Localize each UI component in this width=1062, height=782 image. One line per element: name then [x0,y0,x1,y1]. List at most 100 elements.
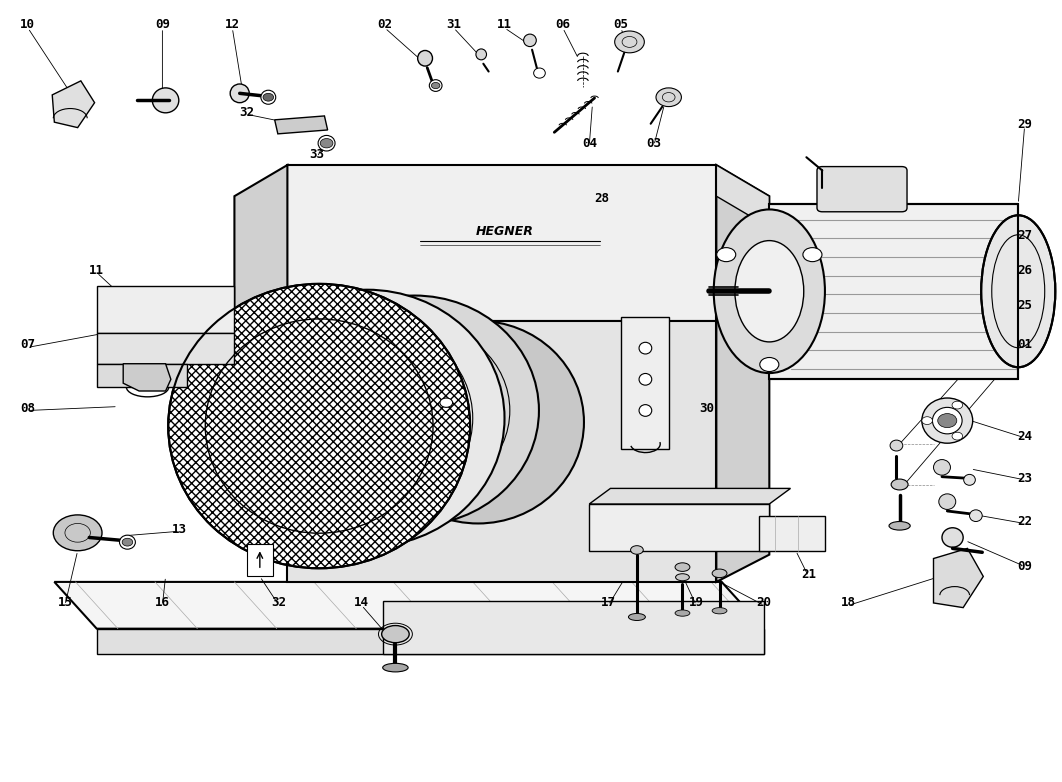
Polygon shape [717,165,769,228]
Text: 13: 13 [172,523,187,536]
Circle shape [803,248,822,262]
Ellipse shape [713,569,727,578]
Text: 20: 20 [756,597,771,609]
Text: 07: 07 [20,338,35,351]
Text: 18: 18 [841,597,856,609]
Text: 26: 26 [1017,264,1032,277]
Circle shape [938,414,957,428]
Ellipse shape [675,574,689,581]
Ellipse shape [629,613,646,620]
Bar [247,543,273,576]
FancyBboxPatch shape [817,167,907,212]
Ellipse shape [290,296,538,526]
Ellipse shape [970,510,982,522]
Text: HEGNER: HEGNER [476,224,533,238]
Text: 01: 01 [1017,338,1032,351]
Text: 22: 22 [1017,515,1032,529]
Ellipse shape [933,460,950,475]
Polygon shape [288,321,717,582]
Ellipse shape [230,84,250,102]
Polygon shape [717,165,769,582]
Text: 12: 12 [225,18,240,31]
Text: 06: 06 [555,18,570,31]
Ellipse shape [939,494,956,509]
Ellipse shape [890,440,903,451]
Ellipse shape [713,608,727,614]
Ellipse shape [639,374,652,386]
Ellipse shape [261,90,276,104]
Polygon shape [52,81,95,127]
Ellipse shape [168,284,470,569]
Circle shape [652,378,665,388]
Ellipse shape [381,626,409,643]
Polygon shape [621,317,669,450]
Circle shape [952,432,962,440]
Ellipse shape [639,404,652,416]
Text: 29: 29 [1017,118,1032,131]
Ellipse shape [714,210,825,373]
Ellipse shape [631,546,644,554]
Text: 09: 09 [155,18,170,31]
Text: 02: 02 [377,18,392,31]
Text: 10: 10 [20,18,35,31]
Circle shape [53,515,102,551]
Ellipse shape [891,479,908,490]
Text: 03: 03 [647,137,662,149]
Polygon shape [97,629,764,655]
Text: 17: 17 [601,597,616,609]
Ellipse shape [639,343,652,354]
Text: 16: 16 [155,597,170,609]
Polygon shape [769,204,1018,379]
Circle shape [431,82,440,88]
Ellipse shape [319,135,335,151]
Ellipse shape [735,241,804,342]
Ellipse shape [942,528,963,547]
Text: 25: 25 [1017,299,1032,312]
Ellipse shape [524,34,536,47]
Text: 23: 23 [1017,472,1032,485]
Circle shape [440,398,452,407]
Text: 33: 33 [309,148,325,160]
Ellipse shape [675,563,690,572]
Text: 21: 21 [801,568,816,580]
Circle shape [321,138,332,148]
Text: 11: 11 [89,264,104,277]
Polygon shape [235,165,288,430]
Ellipse shape [229,289,504,547]
Text: 14: 14 [354,597,369,609]
Polygon shape [97,285,235,332]
Circle shape [615,31,645,53]
Circle shape [759,357,778,371]
Text: 27: 27 [1017,228,1032,242]
Ellipse shape [675,610,690,616]
Polygon shape [97,364,187,387]
Circle shape [922,417,932,425]
Ellipse shape [981,215,1056,368]
Polygon shape [288,165,717,321]
Text: 30: 30 [700,402,715,414]
Text: 28: 28 [595,192,610,205]
Ellipse shape [889,522,910,530]
Text: 31: 31 [446,18,461,31]
Polygon shape [97,332,235,364]
Polygon shape [589,504,769,551]
Ellipse shape [932,407,962,434]
Text: 05: 05 [614,18,629,31]
Ellipse shape [533,68,545,78]
Ellipse shape [372,321,584,523]
Text: 24: 24 [1017,429,1032,443]
Text: 04: 04 [582,137,597,149]
Ellipse shape [963,475,975,486]
Polygon shape [758,515,825,551]
Circle shape [717,248,736,262]
Circle shape [263,93,274,101]
Ellipse shape [382,663,408,672]
Polygon shape [589,489,790,504]
Ellipse shape [922,398,973,443]
Ellipse shape [152,88,178,113]
Text: 15: 15 [57,597,72,609]
Polygon shape [933,548,983,608]
Polygon shape [54,582,764,629]
Circle shape [952,401,962,409]
Polygon shape [123,364,171,391]
